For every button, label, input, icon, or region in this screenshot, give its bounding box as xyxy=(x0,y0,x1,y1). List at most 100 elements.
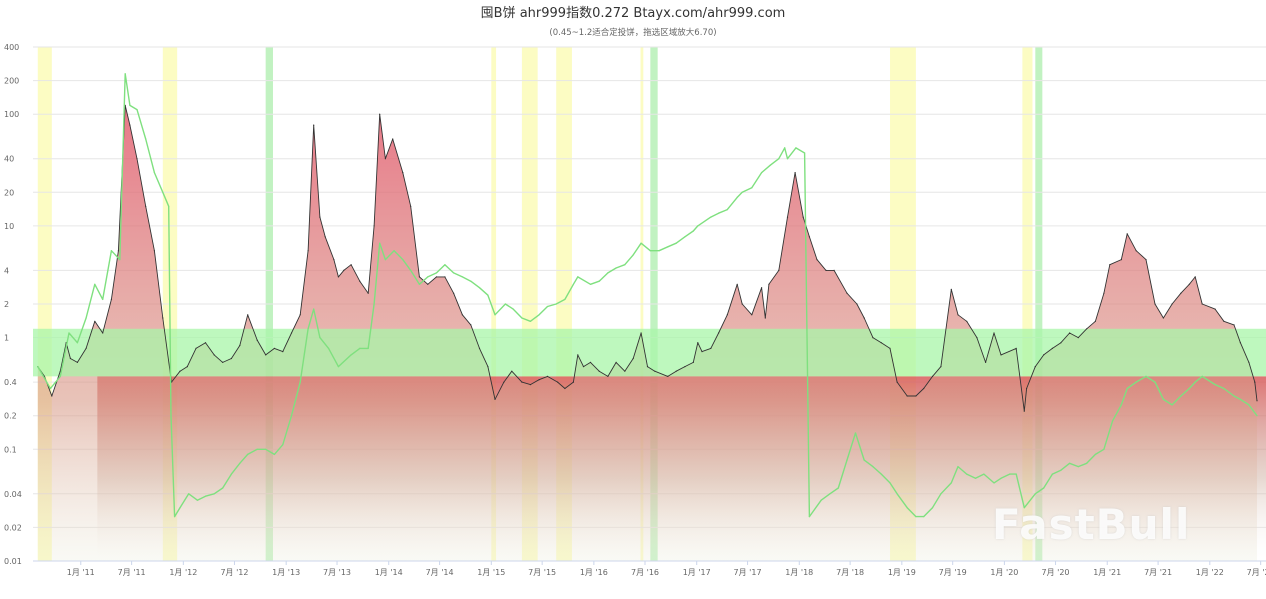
series-1-point-97 xyxy=(829,493,831,495)
series-1-point-33 xyxy=(299,381,301,383)
series-1-point-35 xyxy=(313,308,315,310)
series-0-point-119 xyxy=(985,361,987,363)
x-tick-label-20: 1月 '21 xyxy=(1093,568,1121,577)
series-1-point-86 xyxy=(741,191,743,193)
series-1-point-135 xyxy=(1154,381,1156,383)
series-1-point-88 xyxy=(761,172,763,174)
series-0-point-149 xyxy=(1239,342,1241,344)
series-0-point-99 xyxy=(808,236,811,238)
series-1-point-136 xyxy=(1162,398,1164,400)
dca-band xyxy=(33,328,1266,377)
series-1-point-116 xyxy=(993,482,995,484)
series-1-point-22 xyxy=(204,495,207,497)
series-0-point-14 xyxy=(136,158,138,160)
series-0-point-148 xyxy=(1233,324,1235,326)
series-0-point-54 xyxy=(453,292,455,294)
x-tick-label-2: 1月 '12 xyxy=(169,568,197,577)
series-0-point-140 xyxy=(1162,317,1164,319)
series-1-point-46 xyxy=(402,259,404,261)
series-0-point-49 xyxy=(410,205,412,207)
series-0-point-118 xyxy=(976,337,978,339)
series-0-point-141 xyxy=(1171,303,1173,305)
x-tick-label-23: 7月 '22 xyxy=(1247,568,1266,577)
series-0-point-86 xyxy=(710,347,712,349)
series-1-point-13 xyxy=(145,138,147,140)
series-1-point-65 xyxy=(564,298,566,300)
series-0-point-111 xyxy=(915,395,917,397)
series-1-point-26 xyxy=(239,462,241,464)
series-1-point-2 xyxy=(59,375,61,377)
series-1-point-67 xyxy=(577,276,579,278)
series-1-point-70 xyxy=(607,272,609,274)
series-1-point-94 xyxy=(804,152,806,154)
series-1-point-89 xyxy=(769,164,771,166)
series-0-point-61 xyxy=(511,370,513,372)
series-0-point-96 xyxy=(786,216,789,218)
series-area-fill xyxy=(37,105,1257,561)
series-0-point-72 xyxy=(598,370,600,372)
series-1-point-55 xyxy=(478,287,481,289)
series-0-point-16 xyxy=(153,250,155,252)
series-0-point-11 xyxy=(117,250,119,252)
series-0-point-123 xyxy=(1023,410,1025,412)
series-1-point-121 xyxy=(1034,493,1036,495)
series-1-point-25 xyxy=(230,473,232,475)
series-0-point-69 xyxy=(577,354,579,356)
series-1-point-126 xyxy=(1077,466,1079,468)
series-1-point-41 xyxy=(367,347,369,349)
series-1-point-50 xyxy=(435,272,438,274)
series-0-point-20 xyxy=(186,366,188,368)
y-tick-label-7: 2 xyxy=(4,300,9,309)
series-0-point-78 xyxy=(646,366,649,368)
series-1-point-85 xyxy=(736,196,738,198)
series-0-point-97 xyxy=(794,172,796,174)
series-0-point-142 xyxy=(1180,292,1182,294)
series-0-point-92 xyxy=(761,287,763,289)
series-1-point-115 xyxy=(983,473,985,475)
series-1-point-113 xyxy=(966,473,968,475)
series-0-point-26 xyxy=(239,344,241,347)
series-1-point-0 xyxy=(37,366,39,368)
y-tick-label-2: 100 xyxy=(4,110,19,119)
series-1-point-73 xyxy=(632,254,634,256)
series-1-point-112 xyxy=(957,466,959,468)
series-1-point-100 xyxy=(854,432,857,434)
series-0-point-27 xyxy=(247,314,249,316)
x-tick-label-5: 7月 '13 xyxy=(323,568,351,577)
series-0-point-104 xyxy=(856,303,858,305)
series-0-point-79 xyxy=(654,370,656,372)
x-tick-label-8: 1月 '15 xyxy=(477,568,505,577)
series-0-point-47 xyxy=(392,138,394,140)
series-0-point-46 xyxy=(384,158,386,160)
series-0-point-108 xyxy=(889,347,891,349)
series-0-point-80 xyxy=(667,375,669,377)
series-0-point-57 xyxy=(478,347,481,349)
series-0-point-146 xyxy=(1214,308,1216,310)
series-1-point-101 xyxy=(863,459,865,461)
x-tick-label-19: 7月 '20 xyxy=(1042,568,1070,577)
series-0-point-136 xyxy=(1126,233,1128,235)
series-0-point-55 xyxy=(461,314,463,316)
series-1-point-146 xyxy=(1248,404,1250,406)
series-1-point-32 xyxy=(290,415,293,417)
series-1-point-92 xyxy=(786,158,789,160)
series-0-point-87 xyxy=(718,332,720,334)
series-0-point-95 xyxy=(778,269,780,271)
series-0-point-101 xyxy=(825,269,827,271)
chart-subtitle[interactable]: (0.45~1.2适合定投饼，拖选区域放大6.70) xyxy=(549,28,717,38)
series-1-point-111 xyxy=(950,482,952,484)
series-0-point-53 xyxy=(444,276,446,278)
series-0-point-151 xyxy=(1254,381,1256,383)
series-1-point-117 xyxy=(1000,477,1002,479)
series-0-point-77 xyxy=(640,332,642,334)
series-0-point-70 xyxy=(582,366,585,368)
series-0-point-44 xyxy=(373,225,375,227)
series-1-point-103 xyxy=(880,473,882,475)
series-0-point-129 xyxy=(1069,332,1071,334)
series-1-point-39 xyxy=(350,354,352,356)
series-1-point-79 xyxy=(684,236,686,238)
series-0-point-43 xyxy=(367,292,369,294)
series-1-point-56 xyxy=(487,294,489,296)
